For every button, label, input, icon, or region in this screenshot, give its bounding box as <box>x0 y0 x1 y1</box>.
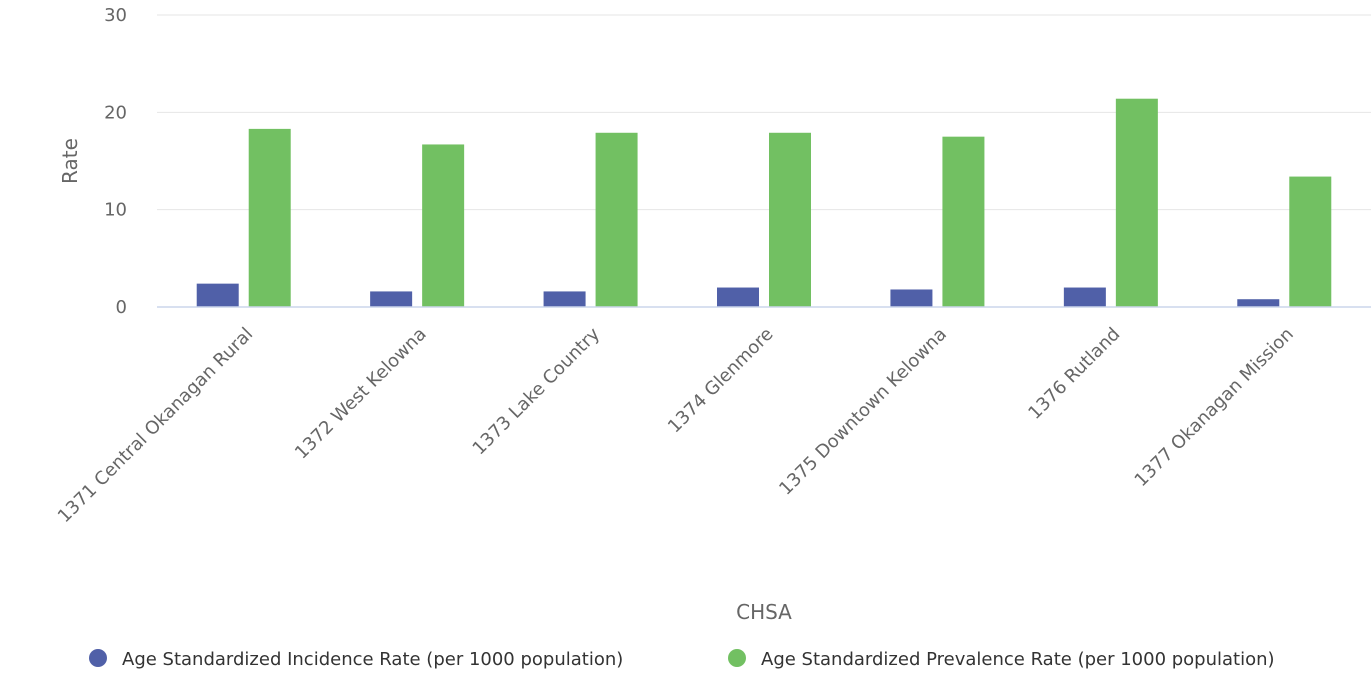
bar-prevalence[interactable] <box>595 132 638 307</box>
x-axis-title: CHSA <box>736 600 792 624</box>
x-tick-label: 1377 Okanagan Mission <box>1131 324 1298 491</box>
bar-prevalence[interactable] <box>1115 98 1158 307</box>
legend-label[interactable]: Age Standardized Prevalence Rate (per 10… <box>761 649 1275 670</box>
y-tick-label: 30 <box>104 5 127 26</box>
x-axis-ticks: 1371 Central Okanagan Rural 1372 West Kel… <box>54 323 1298 527</box>
y-tick-label: 20 <box>104 102 127 123</box>
bar-prevalence[interactable] <box>1289 176 1332 307</box>
bar-prevalence[interactable] <box>769 132 811 307</box>
legend-marker[interactable] <box>728 649 746 667</box>
gridlines <box>157 14 1371 211</box>
bar-incidence[interactable] <box>543 291 586 307</box>
bar-incidence[interactable] <box>1237 299 1280 307</box>
bar-incidence[interactable] <box>717 287 759 307</box>
bar-prevalence[interactable] <box>422 144 465 307</box>
bar-incidence[interactable] <box>1063 287 1106 307</box>
x-tick-label: 1374 Glenmore <box>664 324 778 438</box>
x-tick-label: 1375 Downtown Kelowna <box>775 324 951 500</box>
x-tick-label: 1372 West Kelowna <box>291 324 431 464</box>
y-tick-label: 0 <box>116 297 127 318</box>
legend-label[interactable]: Age Standardized Incidence Rate (per 100… <box>122 649 623 670</box>
x-tick-label: 1376 Rutland <box>1024 324 1124 424</box>
x-tick-label: 1371 Central Okanagan Rural <box>54 324 257 527</box>
bar-incidence[interactable] <box>196 283 239 307</box>
y-tick-label: 10 <box>104 200 127 221</box>
y-axis-title: Rate <box>58 138 82 184</box>
y-axis-ticks: 0 10 20 30 <box>104 5 127 318</box>
bar-incidence[interactable] <box>890 289 933 307</box>
x-tick-label: 1373 Lake Country <box>469 323 605 459</box>
bar-incidence[interactable] <box>370 291 413 307</box>
bar-prevalence[interactable] <box>248 128 291 307</box>
legend-marker[interactable] <box>89 649 107 667</box>
bars <box>196 98 1332 307</box>
legend: Age Standardized Incidence Rate (per 100… <box>89 649 1275 670</box>
bar-prevalence[interactable] <box>942 136 985 307</box>
